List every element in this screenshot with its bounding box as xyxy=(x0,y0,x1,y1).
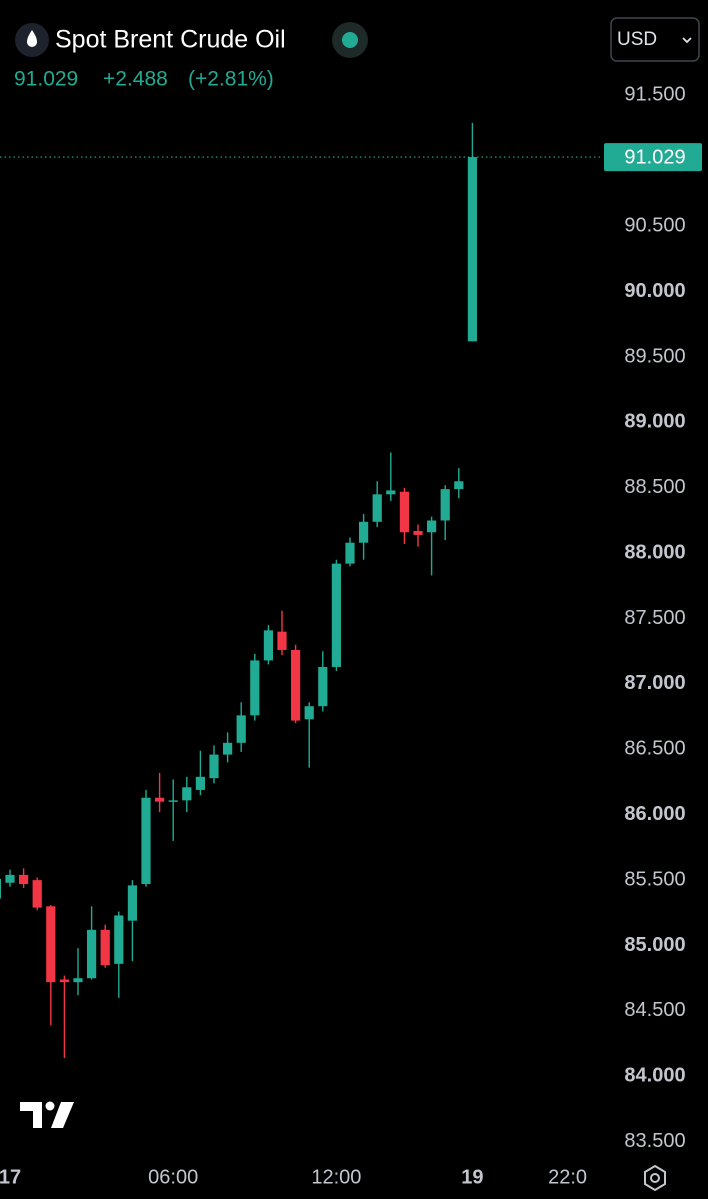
candle-body xyxy=(440,489,450,521)
y-tick-label: 87.500 xyxy=(624,607,685,629)
header-change: +2.488 xyxy=(103,68,168,91)
candle-body xyxy=(386,490,396,495)
currency-label[interactable]: USD xyxy=(617,29,657,50)
x-tick-label: 22:0 xyxy=(548,1166,587,1188)
y-tick-label: 88.500 xyxy=(624,476,685,498)
status-dot xyxy=(342,32,358,48)
y-tick-label: 91.500 xyxy=(624,84,685,106)
candle-body xyxy=(100,929,110,966)
last-price-label: 91.029 xyxy=(624,146,685,168)
candle-body xyxy=(467,157,477,342)
candle-body xyxy=(304,706,314,720)
last-price-badge xyxy=(604,143,702,172)
candle-body xyxy=(399,491,409,533)
candle-body xyxy=(87,929,97,979)
dropdown-arrow[interactable] xyxy=(682,37,692,44)
y-tick-label: 83.500 xyxy=(624,1130,685,1152)
drop-icon xyxy=(27,30,37,47)
y-tick-label: 89.000 xyxy=(624,411,685,433)
logo-dot xyxy=(45,1101,55,1111)
candle-body xyxy=(427,520,437,533)
x-tick-label: 19 xyxy=(461,1166,483,1188)
x-tick-label: 12:00 xyxy=(311,1166,361,1188)
candle-body xyxy=(318,666,328,707)
candle-body xyxy=(32,880,42,908)
tv-logo xyxy=(20,1101,74,1128)
candle-body xyxy=(263,630,273,661)
logo-t xyxy=(20,1102,42,1128)
candle-body xyxy=(372,494,382,522)
candle-body xyxy=(359,521,369,543)
candle-body xyxy=(236,715,246,743)
candle-body xyxy=(141,797,151,885)
y-tick-label: 88.000 xyxy=(624,541,685,563)
candle-body xyxy=(250,660,260,716)
y-tick-label: 85.500 xyxy=(624,868,685,890)
chart-title: Spot Brent Crude Oil xyxy=(55,26,286,54)
y-tick-label: 84.000 xyxy=(624,1065,685,1087)
candle-body xyxy=(277,631,287,650)
candle-body xyxy=(223,742,233,755)
candle-body xyxy=(209,754,219,779)
candle-body xyxy=(454,481,464,490)
candle-body xyxy=(291,649,301,721)
candle-body xyxy=(168,800,178,802)
candle-body xyxy=(5,874,15,883)
currency-select[interactable]: USD xyxy=(610,17,700,62)
settings-button[interactable] xyxy=(644,1164,666,1192)
y-tick-label: 86.000 xyxy=(624,803,685,825)
y-tick-label: 89.500 xyxy=(624,345,685,367)
candle-body xyxy=(19,874,29,885)
header-change-percent: (+2.81%) xyxy=(188,68,274,91)
candle-body xyxy=(155,797,165,802)
candle-body xyxy=(46,906,56,983)
currency-box[interactable] xyxy=(610,17,700,62)
plot-area: 83.500 84.000 84.500 85.000 85.500 86.000 86.5… xyxy=(0,84,702,1188)
candle-body xyxy=(413,530,423,535)
gear-icon[interactable] xyxy=(644,1164,666,1192)
header-price: 91.029 xyxy=(14,68,78,91)
candle-body xyxy=(345,542,355,564)
candle-body xyxy=(127,885,137,921)
gear-center[interactable] xyxy=(650,1173,660,1183)
candle-body xyxy=(0,878,1,899)
candle-body xyxy=(114,915,124,964)
y-tick-label: 90.500 xyxy=(624,215,685,237)
candle-body xyxy=(59,979,69,983)
y-tick-label: 86.500 xyxy=(624,738,685,760)
y-tick-label: 85.000 xyxy=(624,934,685,956)
y-tick-label: 84.500 xyxy=(624,999,685,1021)
candle-body xyxy=(331,563,341,667)
y-tick-label: 90.000 xyxy=(624,280,685,302)
x-tick-label: 17 xyxy=(0,1166,21,1188)
candle-body xyxy=(195,776,205,790)
x-tick-label: 06:00 xyxy=(148,1166,198,1188)
logo-v xyxy=(51,1102,74,1128)
candle-body xyxy=(73,978,83,983)
y-tick-label: 87.000 xyxy=(624,672,685,694)
candle-body xyxy=(182,787,192,801)
